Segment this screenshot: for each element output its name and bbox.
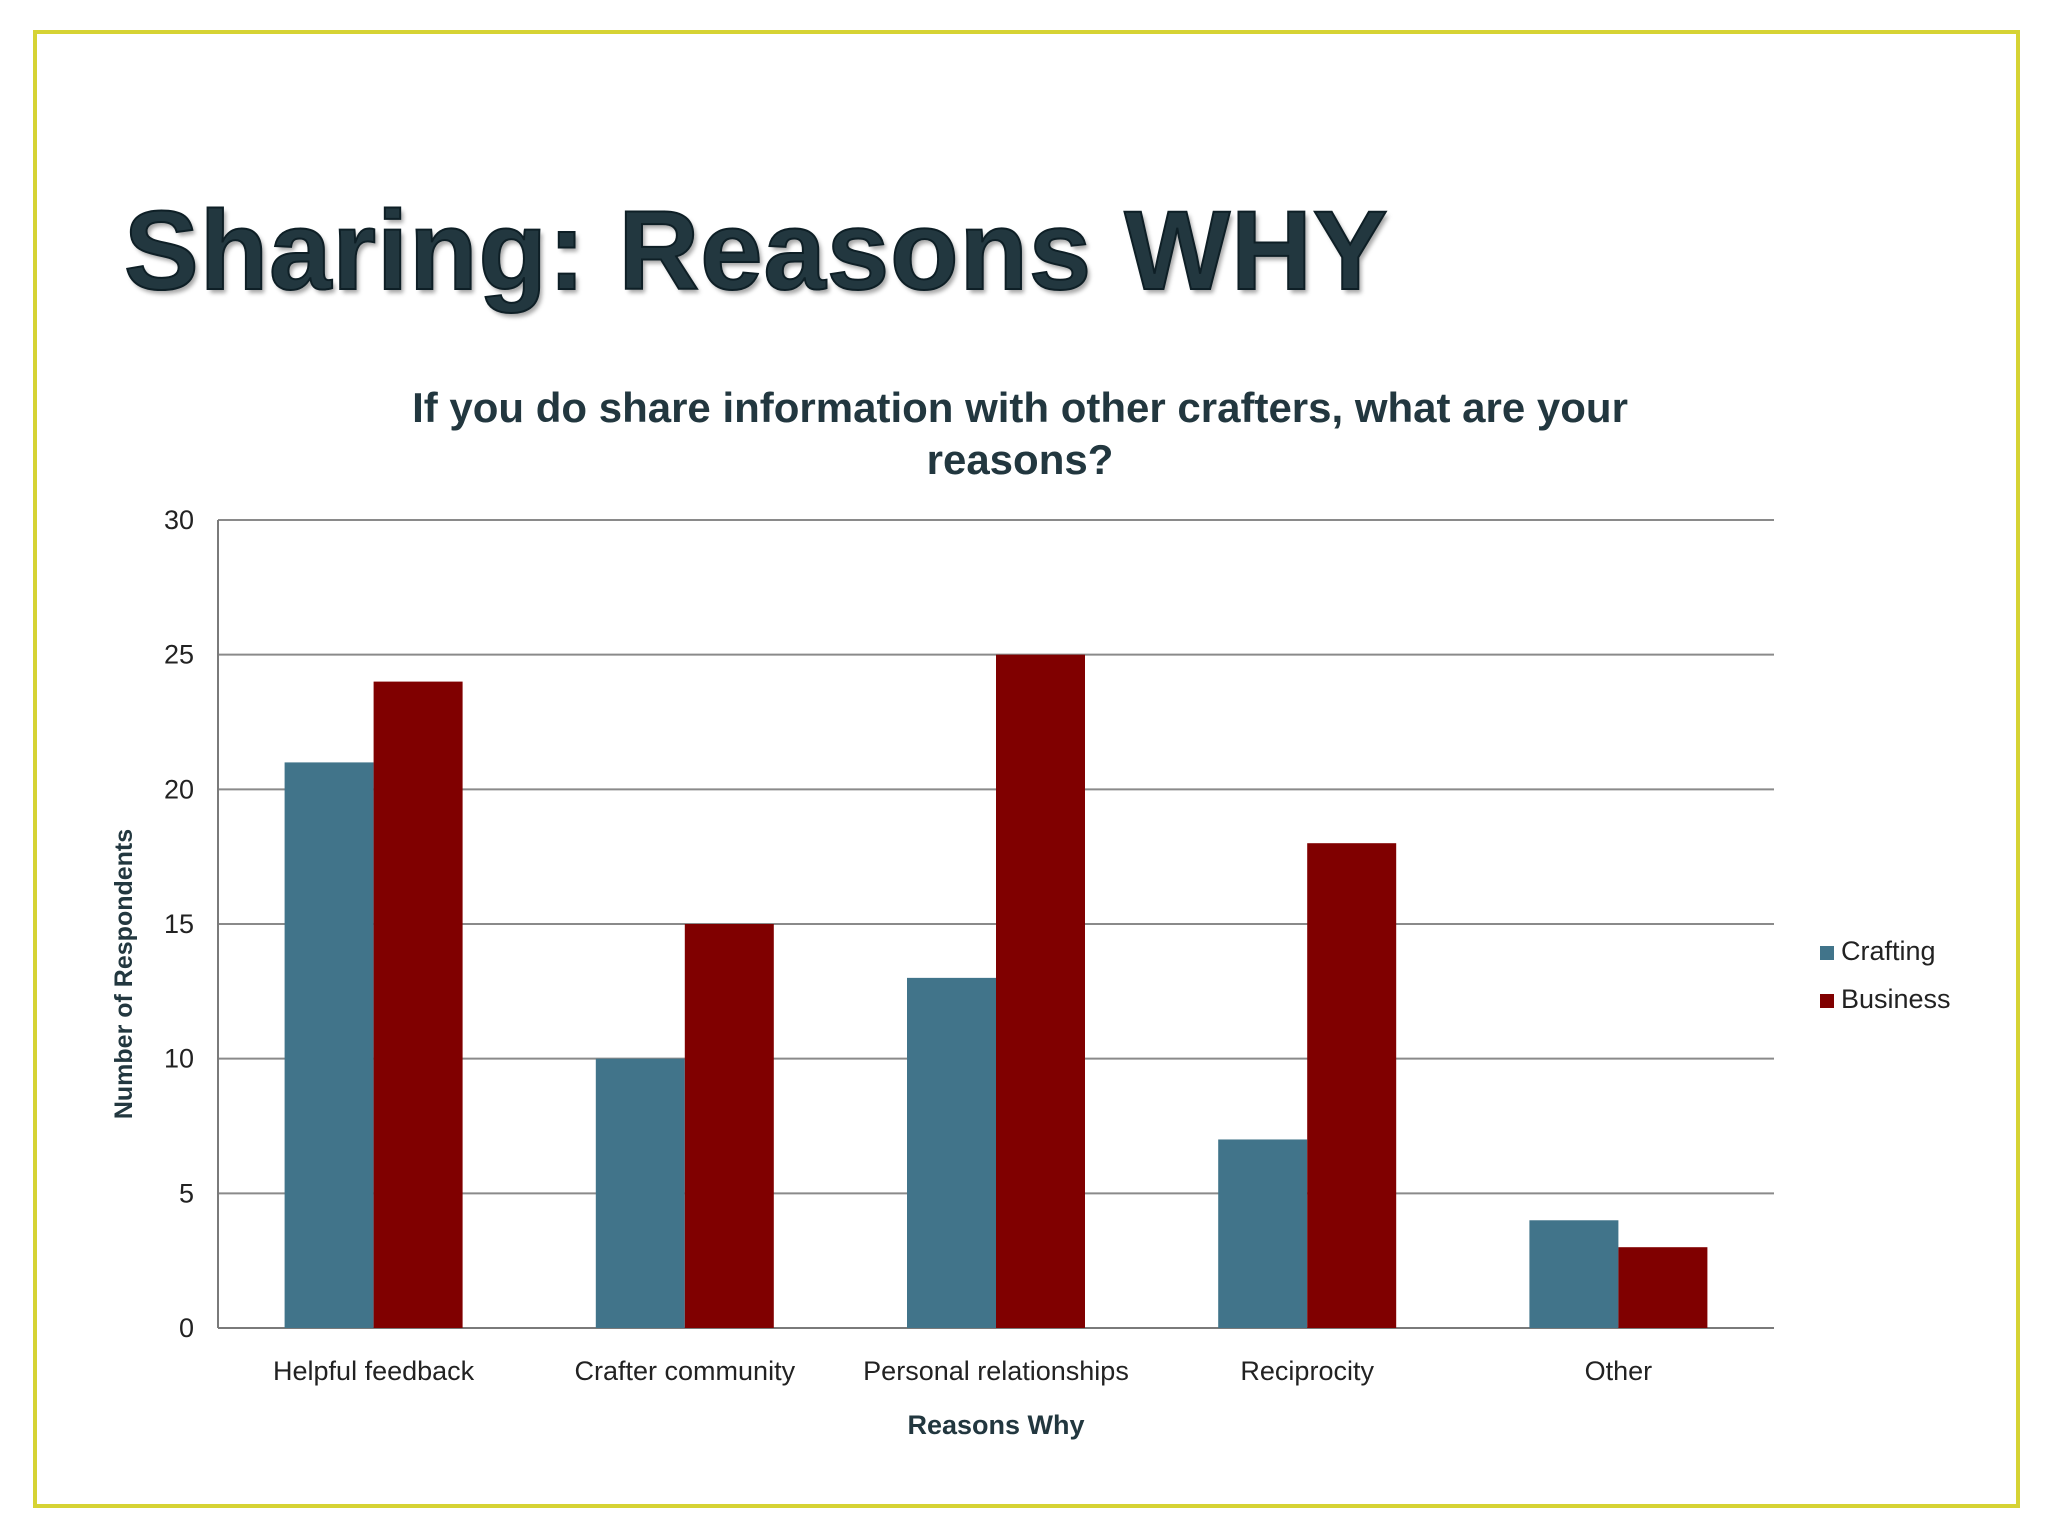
x-tick-label: Personal relationships — [863, 1356, 1129, 1386]
x-tick-label: Helpful feedback — [273, 1356, 475, 1386]
x-tick-label: Crafter community — [575, 1356, 796, 1386]
gridlines — [218, 519, 1774, 1195]
slide-title: Sharing: Reasons WHY — [123, 187, 1389, 314]
bar-business-other — [1618, 1247, 1708, 1328]
bar-crafting-crafter-community — [595, 1058, 685, 1328]
y-tick-label: 20 — [164, 774, 194, 804]
chart-area: If you do share information with other c… — [100, 360, 2000, 1480]
legend-swatch-crafting — [1820, 946, 1834, 960]
bar-crafting-other — [1529, 1220, 1619, 1328]
x-tick-label: Other — [1585, 1356, 1653, 1386]
bar-business-reciprocity — [1307, 843, 1397, 1328]
bar-crafting-personal-relationships — [907, 977, 996, 1328]
legend-label-business: Business — [1841, 984, 1951, 1014]
bars — [284, 654, 1708, 1328]
y-tick-label: 5 — [179, 1178, 194, 1208]
x-axis-label: Reasons Why — [907, 1410, 1084, 1440]
bar-crafting-reciprocity — [1218, 1139, 1308, 1328]
legend-label-crafting: Crafting — [1841, 936, 1936, 966]
y-tick-label: 25 — [164, 640, 194, 670]
bar-business-crafter-community — [684, 924, 774, 1328]
y-axis-label: Number of Respondents — [110, 829, 138, 1119]
y-tick-label: 15 — [164, 909, 194, 939]
chart-title-line: If you do share information with other c… — [412, 384, 1628, 431]
y-tick-label: 10 — [164, 1044, 194, 1074]
axis-labels: 0 5 10 15 20 25 30 Helpful feedback Crafter comm… — [110, 505, 1652, 1440]
bar-business-personal-relationships — [996, 654, 1085, 1328]
legend-swatch-business — [1820, 994, 1834, 1008]
chart-title-line: reasons? — [927, 436, 1114, 483]
chart-title: If you do share information with other c… — [412, 384, 1628, 483]
legend: Crafting Business — [1820, 936, 1951, 1014]
bar-chart: If you do share information with other c… — [110, 384, 1951, 1440]
y-tick-label: 0 — [179, 1313, 194, 1343]
x-tick-label: Reciprocity — [1240, 1356, 1374, 1386]
bar-business-helpful-feedback — [373, 681, 463, 1328]
y-tick-label: 30 — [164, 505, 194, 535]
bar-crafting-helpful-feedback — [284, 762, 374, 1328]
